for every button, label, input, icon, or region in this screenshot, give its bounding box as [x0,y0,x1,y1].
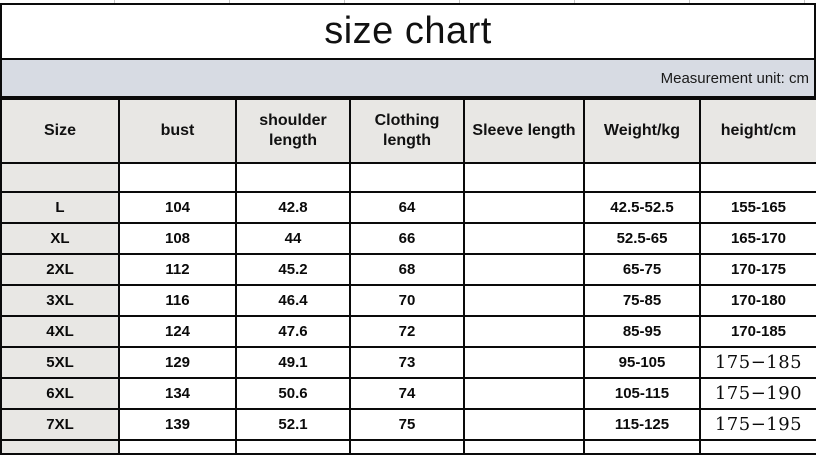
empty-cell-size [0,162,120,193]
cell-weight_kg: 115-125 [583,408,701,441]
cell-weight_kg: 65-75 [583,253,701,286]
cell-shoulder_length: 47.6 [235,315,351,348]
cell-size: 5XL [0,346,120,379]
cell-sleeve_length [463,315,585,348]
empty-cell-clothing_length [349,162,465,193]
cell-height_cm: 170-185 [699,315,816,348]
cell-height_cm: 155-165 [699,191,816,224]
cell-sleeve_length [463,284,585,317]
cell-clothing_length: 70 [349,284,465,317]
clipped-cell-shoulder_length [235,439,351,455]
cell-clothing_length: 73 [349,346,465,379]
empty-cell-bust [118,162,237,193]
table-row-L: L 104 42.8 64 42.5-52.5 155-165 [0,191,816,224]
cell-weight_kg: 105-115 [583,377,701,410]
column-header-weight_kg: Weight/kg [583,98,701,164]
size-table: Size bust shoulder length Clothing length Sl… [0,98,816,455]
cell-shoulder_length: 50.6 [235,377,351,410]
cell-clothing_length: 75 [349,408,465,441]
column-header-sleeve_length: Sleeve length [463,98,585,164]
cell-bust: 129 [118,346,237,379]
column-header-size: Size [0,98,120,164]
cell-clothing_length: 64 [349,191,465,224]
cell-height_cm: 165-170 [699,222,816,255]
cell-weight_kg: 75-85 [583,284,701,317]
column-header-height_cm: height/cm [699,98,816,164]
cell-sleeve_length [463,222,585,255]
cell-height_cm: 170-175 [699,253,816,286]
cell-clothing_length: 72 [349,315,465,348]
column-header-bust: bust [118,98,237,164]
cell-size: XL [0,222,120,255]
empty-cell-weight_kg [583,162,701,193]
cell-bust: 134 [118,377,237,410]
clipped-cell-bust [118,439,237,455]
cell-shoulder_length: 45.2 [235,253,351,286]
cell-height_cm: 175−195 [699,408,816,441]
cell-sleeve_length [463,253,585,286]
clipped-cell-size [0,439,120,455]
cell-size: 2XL [0,253,120,286]
clipped-cell-clothing_length [349,439,465,455]
cell-clothing_length: 74 [349,377,465,410]
cell-size: L [0,191,120,224]
cell-clothing_length: 66 [349,222,465,255]
measurement-unit-note: Measurement unit: cm [0,60,816,98]
table-row-5XL: 5XL 129 49.1 73 95-105 175−185 [0,346,816,379]
cell-sleeve_length [463,346,585,379]
clipped-bottom-row [0,439,816,455]
cell-weight_kg: 95-105 [583,346,701,379]
cell-bust: 112 [118,253,237,286]
header-row: Size bust shoulder length Clothing length Sl… [0,98,816,164]
cell-size: 6XL [0,377,120,410]
cell-bust: 108 [118,222,237,255]
cell-bust: 104 [118,191,237,224]
cell-shoulder_length: 52.1 [235,408,351,441]
cell-sleeve_length [463,408,585,441]
cell-shoulder_length: 49.1 [235,346,351,379]
empty-cell-height_cm [699,162,816,193]
column-header-clothing_length: Clothing length [349,98,465,164]
clipped-cell-weight_kg [583,439,701,455]
table-row-7XL: 7XL 139 52.1 75 115-125 175−195 [0,408,816,441]
cell-weight_kg: 42.5-52.5 [583,191,701,224]
clipped-cell-sleeve_length [463,439,585,455]
cell-size: 3XL [0,284,120,317]
cell-weight_kg: 52.5-65 [583,222,701,255]
cell-height_cm: 175−190 [699,377,816,410]
empty-cell-shoulder_length [235,162,351,193]
cell-weight_kg: 85-95 [583,315,701,348]
cell-size: 7XL [0,408,120,441]
column-header-shoulder_length: shoulder length [235,98,351,164]
empty-row [0,162,816,193]
cell-clothing_length: 68 [349,253,465,286]
cell-bust: 124 [118,315,237,348]
table-row-6XL: 6XL 134 50.6 74 105-115 175−190 [0,377,816,410]
table-row-XL: XL 108 44 66 52.5-65 165-170 [0,222,816,255]
empty-cell-sleeve_length [463,162,585,193]
table-row-3XL: 3XL 116 46.4 70 75-85 170-180 [0,284,816,317]
page-title: size chart [0,3,816,60]
cell-bust: 139 [118,408,237,441]
cell-bust: 116 [118,284,237,317]
spreadsheet-gridline-strip [0,0,816,3]
cell-size: 4XL [0,315,120,348]
cell-shoulder_length: 42.8 [235,191,351,224]
table-row-4XL: 4XL 124 47.6 72 85-95 170-185 [0,315,816,348]
size-table-body: L 104 42.8 64 42.5-52.5 155-165 XL 108 44 66 52.5-… [0,162,816,455]
cell-shoulder_length: 46.4 [235,284,351,317]
table-row-2XL: 2XL 112 45.2 68 65-75 170-175 [0,253,816,286]
cell-height_cm: 170-180 [699,284,816,317]
cell-sleeve_length [463,377,585,410]
cell-height_cm: 175−185 [699,346,816,379]
cell-shoulder_length: 44 [235,222,351,255]
cell-sleeve_length [463,191,585,224]
clipped-cell-height_cm [699,439,816,455]
